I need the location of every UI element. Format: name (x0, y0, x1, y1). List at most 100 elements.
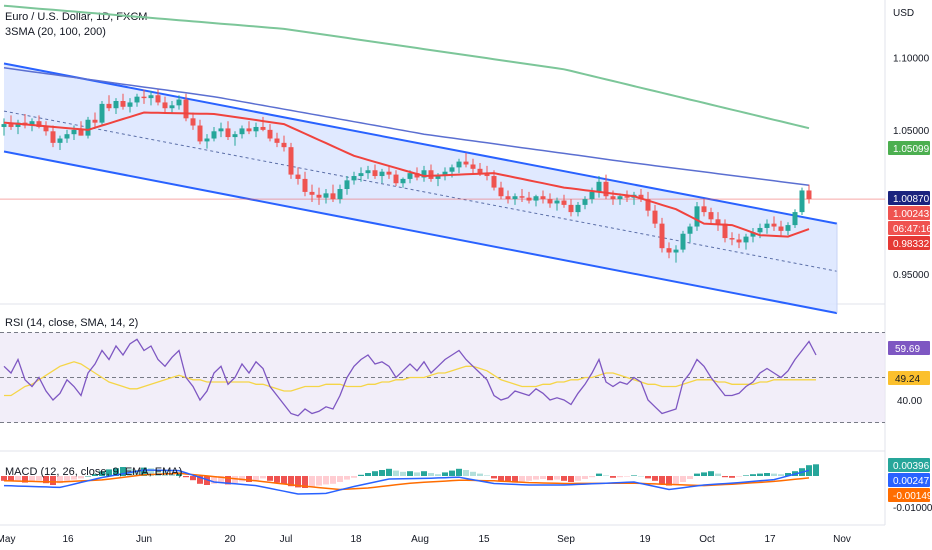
candle[interactable] (281, 135, 287, 152)
candle[interactable] (225, 121, 231, 140)
candle[interactable] (554, 197, 560, 211)
candle[interactable] (645, 191, 651, 217)
candle[interactable] (512, 193, 518, 205)
candle[interactable] (120, 93, 126, 110)
candle[interactable] (526, 191, 532, 204)
candle[interactable] (680, 230, 686, 253)
candle[interactable] (519, 189, 525, 202)
candle[interactable] (715, 212, 721, 231)
candle[interactable] (232, 131, 238, 146)
candle[interactable] (729, 232, 735, 246)
candle[interactable] (708, 207, 714, 224)
candle[interactable] (351, 171, 357, 185)
candle[interactable] (106, 95, 112, 112)
time-axis[interactable]: May 16 Jun 20 Jul 18 Aug 15 Sep 19 Oct 17 Nov (0, 534, 851, 545)
candle[interactable] (561, 194, 567, 208)
candle[interactable] (176, 95, 182, 110)
candle[interactable] (687, 223, 693, 243)
candle[interactable] (498, 181, 504, 200)
candle[interactable] (162, 96, 168, 113)
candle[interactable] (575, 202, 581, 217)
candle[interactable] (799, 187, 805, 215)
candle[interactable] (743, 233, 749, 250)
price-axis[interactable]: 1.10000 1.05000 0.95000 1.05099 1.00870 1.002… (888, 54, 932, 514)
candle[interactable] (99, 101, 105, 126)
candle[interactable] (771, 216, 777, 231)
candle[interactable] (267, 124, 273, 142)
candle[interactable] (442, 167, 448, 181)
candle[interactable] (323, 189, 329, 204)
candle[interactable] (50, 125, 56, 148)
candle[interactable] (288, 142, 294, 179)
candle[interactable] (246, 121, 252, 135)
candle[interactable] (43, 121, 49, 136)
candle[interactable] (190, 112, 196, 130)
candle[interactable] (148, 90, 154, 106)
candle[interactable] (456, 158, 462, 174)
rsi-pane[interactable] (0, 332, 885, 423)
channel-upper-line[interactable] (3, 62, 838, 225)
candle[interactable] (337, 184, 343, 204)
candle[interactable] (344, 176, 350, 195)
candle[interactable] (309, 184, 315, 202)
candle[interactable] (638, 189, 644, 202)
candle[interactable] (505, 190, 511, 204)
candle[interactable] (547, 193, 553, 208)
candle[interactable] (113, 98, 119, 114)
candle[interactable] (603, 174, 609, 200)
candle[interactable] (260, 116, 266, 132)
candle[interactable] (386, 165, 392, 179)
candle[interactable] (421, 165, 427, 182)
candle[interactable] (792, 209, 798, 228)
candle[interactable] (274, 132, 280, 148)
candle[interactable] (694, 202, 700, 231)
candle[interactable] (1, 118, 7, 136)
candle[interactable] (568, 199, 574, 217)
channel-lower-line[interactable] (3, 150, 838, 315)
candle[interactable] (533, 194, 539, 207)
candle[interactable] (582, 196, 588, 210)
candle[interactable] (400, 177, 406, 188)
candle[interactable] (204, 134, 210, 149)
candle[interactable] (722, 219, 728, 243)
price-pane[interactable] (0, 0, 886, 526)
candle[interactable] (85, 116, 91, 139)
candle[interactable] (295, 167, 301, 185)
candle[interactable] (379, 168, 385, 184)
candle[interactable] (393, 170, 399, 187)
candle[interactable] (673, 245, 679, 263)
candle[interactable] (659, 217, 665, 253)
candle[interactable] (183, 93, 189, 122)
candle[interactable] (358, 167, 364, 182)
candle[interactable] (155, 89, 161, 106)
candle[interactable] (92, 112, 98, 127)
candle[interactable] (764, 219, 770, 234)
candle[interactable] (211, 126, 217, 142)
candle[interactable] (750, 227, 756, 243)
candle[interactable] (470, 158, 476, 174)
candle[interactable] (806, 184, 812, 204)
candle[interactable] (15, 119, 21, 135)
candle[interactable] (652, 204, 658, 228)
candle[interactable] (778, 220, 784, 237)
candle[interactable] (463, 152, 469, 168)
candle[interactable] (197, 119, 203, 145)
candle[interactable] (428, 164, 434, 182)
candle[interactable] (253, 122, 259, 138)
candle[interactable] (239, 125, 245, 139)
candle[interactable] (540, 190, 546, 204)
candle[interactable] (785, 222, 791, 236)
candle[interactable] (57, 135, 63, 151)
candle[interactable] (218, 122, 224, 138)
candle[interactable] (666, 242, 672, 259)
candle[interactable] (64, 129, 70, 143)
candle[interactable] (736, 233, 742, 249)
macd-pane[interactable] (1, 464, 819, 495)
candle[interactable] (365, 165, 371, 179)
candle[interactable] (596, 176, 602, 198)
candle[interactable] (330, 184, 336, 202)
candle[interactable] (134, 93, 140, 107)
candle[interactable] (127, 98, 133, 113)
candle[interactable] (316, 187, 322, 205)
